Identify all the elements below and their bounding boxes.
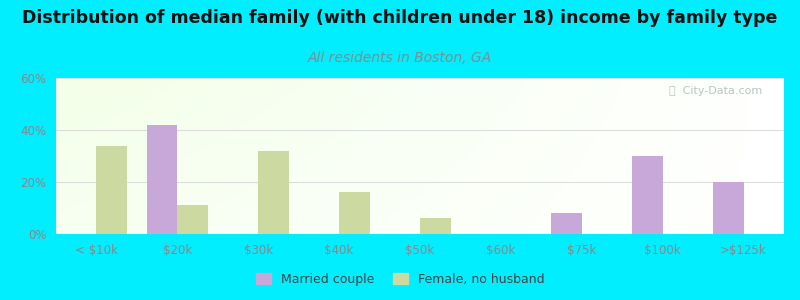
Text: Distribution of median family (with children under 18) income by family type: Distribution of median family (with chil… <box>22 9 778 27</box>
Bar <box>146 125 178 234</box>
Bar <box>178 206 208 234</box>
Legend: Married couple, Female, no husband: Married couple, Female, no husband <box>250 268 550 291</box>
Bar <box>420 218 450 234</box>
Bar <box>258 151 289 234</box>
Text: All residents in Boston, GA: All residents in Boston, GA <box>308 51 492 65</box>
Bar <box>339 192 370 234</box>
Bar <box>632 156 662 234</box>
Bar <box>713 182 743 234</box>
Bar <box>97 146 127 234</box>
Text: ⓘ  City-Data.com: ⓘ City-Data.com <box>669 86 762 96</box>
Bar <box>551 213 582 234</box>
